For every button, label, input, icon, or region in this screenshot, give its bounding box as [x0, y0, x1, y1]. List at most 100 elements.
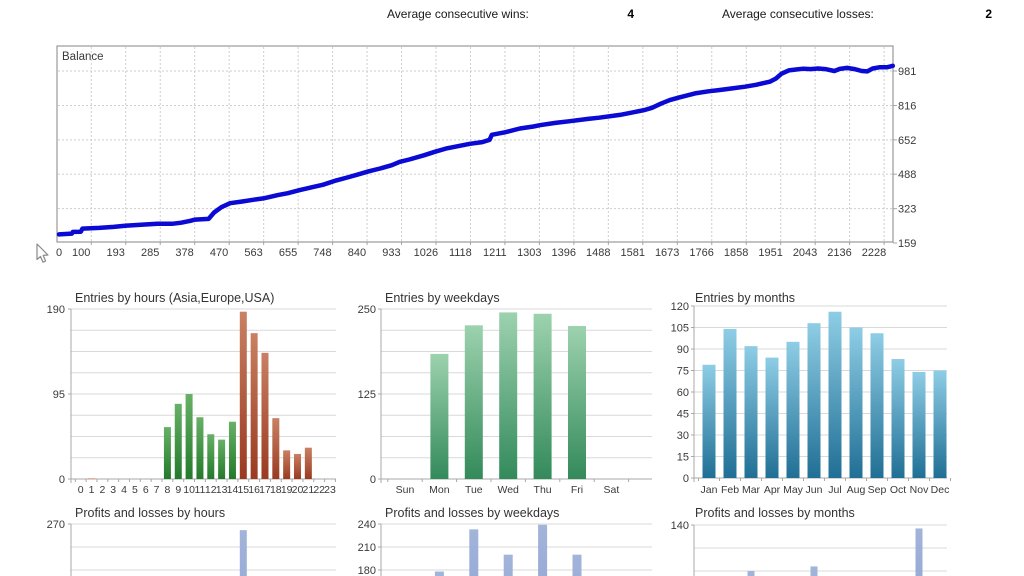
axis-label: 0 — [59, 474, 65, 486]
bar-18 — [272, 418, 280, 479]
axis-label: 105 — [671, 323, 689, 335]
bar-Mon — [434, 571, 444, 576]
bar-Fri — [568, 326, 586, 479]
bar-Wed — [499, 312, 518, 479]
bar-Mon — [430, 353, 449, 479]
bar-Thu — [538, 524, 548, 576]
bar-Mar — [747, 571, 755, 576]
pl_months-chart: 140 — [671, 520, 947, 576]
axis-label: 563 — [244, 247, 262, 259]
axis-label: 1581 — [620, 247, 644, 259]
axis-label: 9 — [175, 484, 181, 496]
axis-label: Jul — [828, 484, 841, 496]
axis-label: 1396 — [552, 247, 576, 259]
axis-label: Apr — [764, 484, 781, 496]
bar-Apr — [765, 357, 779, 478]
axis-label: 190 — [47, 304, 65, 316]
axis-label: 75 — [677, 366, 689, 378]
entries-by-months-title: Entries by months — [695, 291, 796, 305]
bar-17 — [261, 352, 269, 479]
axis-label: 378 — [175, 247, 193, 259]
bar-Tue — [469, 529, 479, 576]
bar-Mar — [744, 346, 758, 478]
axis-label: 90 — [677, 344, 689, 356]
axis-label: 652 — [898, 135, 916, 147]
avg-consecutive-wins-label: Average consecutive wins: — [387, 7, 529, 21]
axis-label: Aug — [847, 484, 866, 496]
entries-by-weekdays-title: Entries by weekdays — [385, 291, 500, 305]
axis-label: 1 — [89, 484, 95, 496]
axis-label: Nov — [910, 484, 929, 496]
entries_months-chart: 0 15 30 45 60 75 90 105 120 Jan Feb Mar Apr May Jun Jul… — [671, 301, 951, 496]
axis-label: Dec — [931, 484, 950, 496]
bar-Jun — [807, 323, 821, 478]
bar-20 — [294, 453, 301, 479]
bar-21 — [304, 447, 312, 479]
bar-Feb — [723, 328, 737, 478]
axis-label: 6 — [143, 484, 149, 496]
pl-by-months-title: Profits and losses by months — [695, 506, 855, 520]
axis-label: 100 — [72, 247, 90, 259]
bar-Nov — [912, 371, 926, 478]
balance-chart: 159 323 488 652 816 981 0 100 193 285 378 470 563 655… — [56, 45, 916, 259]
axis-label: 7 — [154, 484, 160, 496]
axis-label: 0 — [683, 473, 689, 485]
balance-line — [56, 63, 896, 237]
axis-label: 17 — [259, 484, 271, 496]
axis-label: 18 — [270, 484, 282, 496]
axis-label: Sun — [396, 484, 415, 496]
axis-label: 1303 — [517, 247, 541, 259]
bar-Wed — [503, 554, 513, 576]
axis-label: 0 — [56, 247, 62, 259]
bar-12 — [207, 434, 215, 479]
axis-label: 10 — [183, 484, 195, 496]
axis-label: 20 — [292, 484, 304, 496]
axis-label: 180 — [358, 565, 376, 576]
bar-15 — [239, 311, 247, 479]
axis-label: 2136 — [827, 247, 851, 259]
axis-label: 14 — [227, 484, 239, 496]
axis-label: 5 — [132, 484, 138, 496]
bar-9 — [174, 403, 182, 479]
axis-label: 748 — [313, 247, 331, 259]
bar-16 — [250, 333, 258, 479]
bar-Jul — [828, 311, 842, 478]
axis-label: 1858 — [724, 247, 748, 259]
balance-chart-title: Balance — [62, 51, 104, 63]
plot-border — [56, 45, 894, 243]
bar-10 — [185, 394, 193, 479]
avg-consecutive-wins-value: 4 — [627, 7, 634, 21]
bar-Dec — [933, 370, 947, 478]
axis-label: 1673 — [655, 247, 679, 259]
axis-label: Tue — [465, 484, 483, 496]
bar-Oct — [891, 359, 905, 478]
axis-label: 981 — [898, 66, 916, 78]
axis-label: 0 — [78, 484, 84, 496]
axis-label: May — [783, 484, 804, 496]
pl-by-weekdays-title: Profits and losses by weekdays — [385, 506, 560, 520]
axis-label: 95 — [53, 389, 65, 401]
axis-label: 19 — [281, 484, 293, 496]
axis-label: 655 — [279, 247, 297, 259]
axis-label: 323 — [898, 204, 916, 216]
axis-label: 8 — [164, 484, 170, 496]
axis-label: 15 — [677, 452, 689, 464]
axis-label: 2228 — [862, 247, 886, 259]
axis-label: 816 — [898, 101, 916, 113]
axis-label: 270 — [47, 519, 65, 531]
axis-label: 2 — [99, 484, 105, 496]
axis-label: Jun — [806, 484, 823, 496]
axis-label: 1951 — [758, 247, 782, 259]
axis-label: 240 — [358, 519, 376, 531]
axis-label: 250 — [358, 304, 376, 316]
axis-label: 21 — [302, 484, 314, 496]
axis-label: 22 — [313, 484, 325, 496]
axis-label: 45 — [677, 409, 689, 421]
bar-1 — [88, 478, 96, 479]
pl_hours-chart: 270 — [47, 519, 336, 576]
avg-consecutive-losses-label: Average consecutive losses: — [722, 7, 874, 21]
axis-label: Oct — [890, 484, 906, 496]
avg-consecutive-losses-value: 2 — [985, 7, 992, 21]
bar-Tue — [464, 325, 483, 479]
